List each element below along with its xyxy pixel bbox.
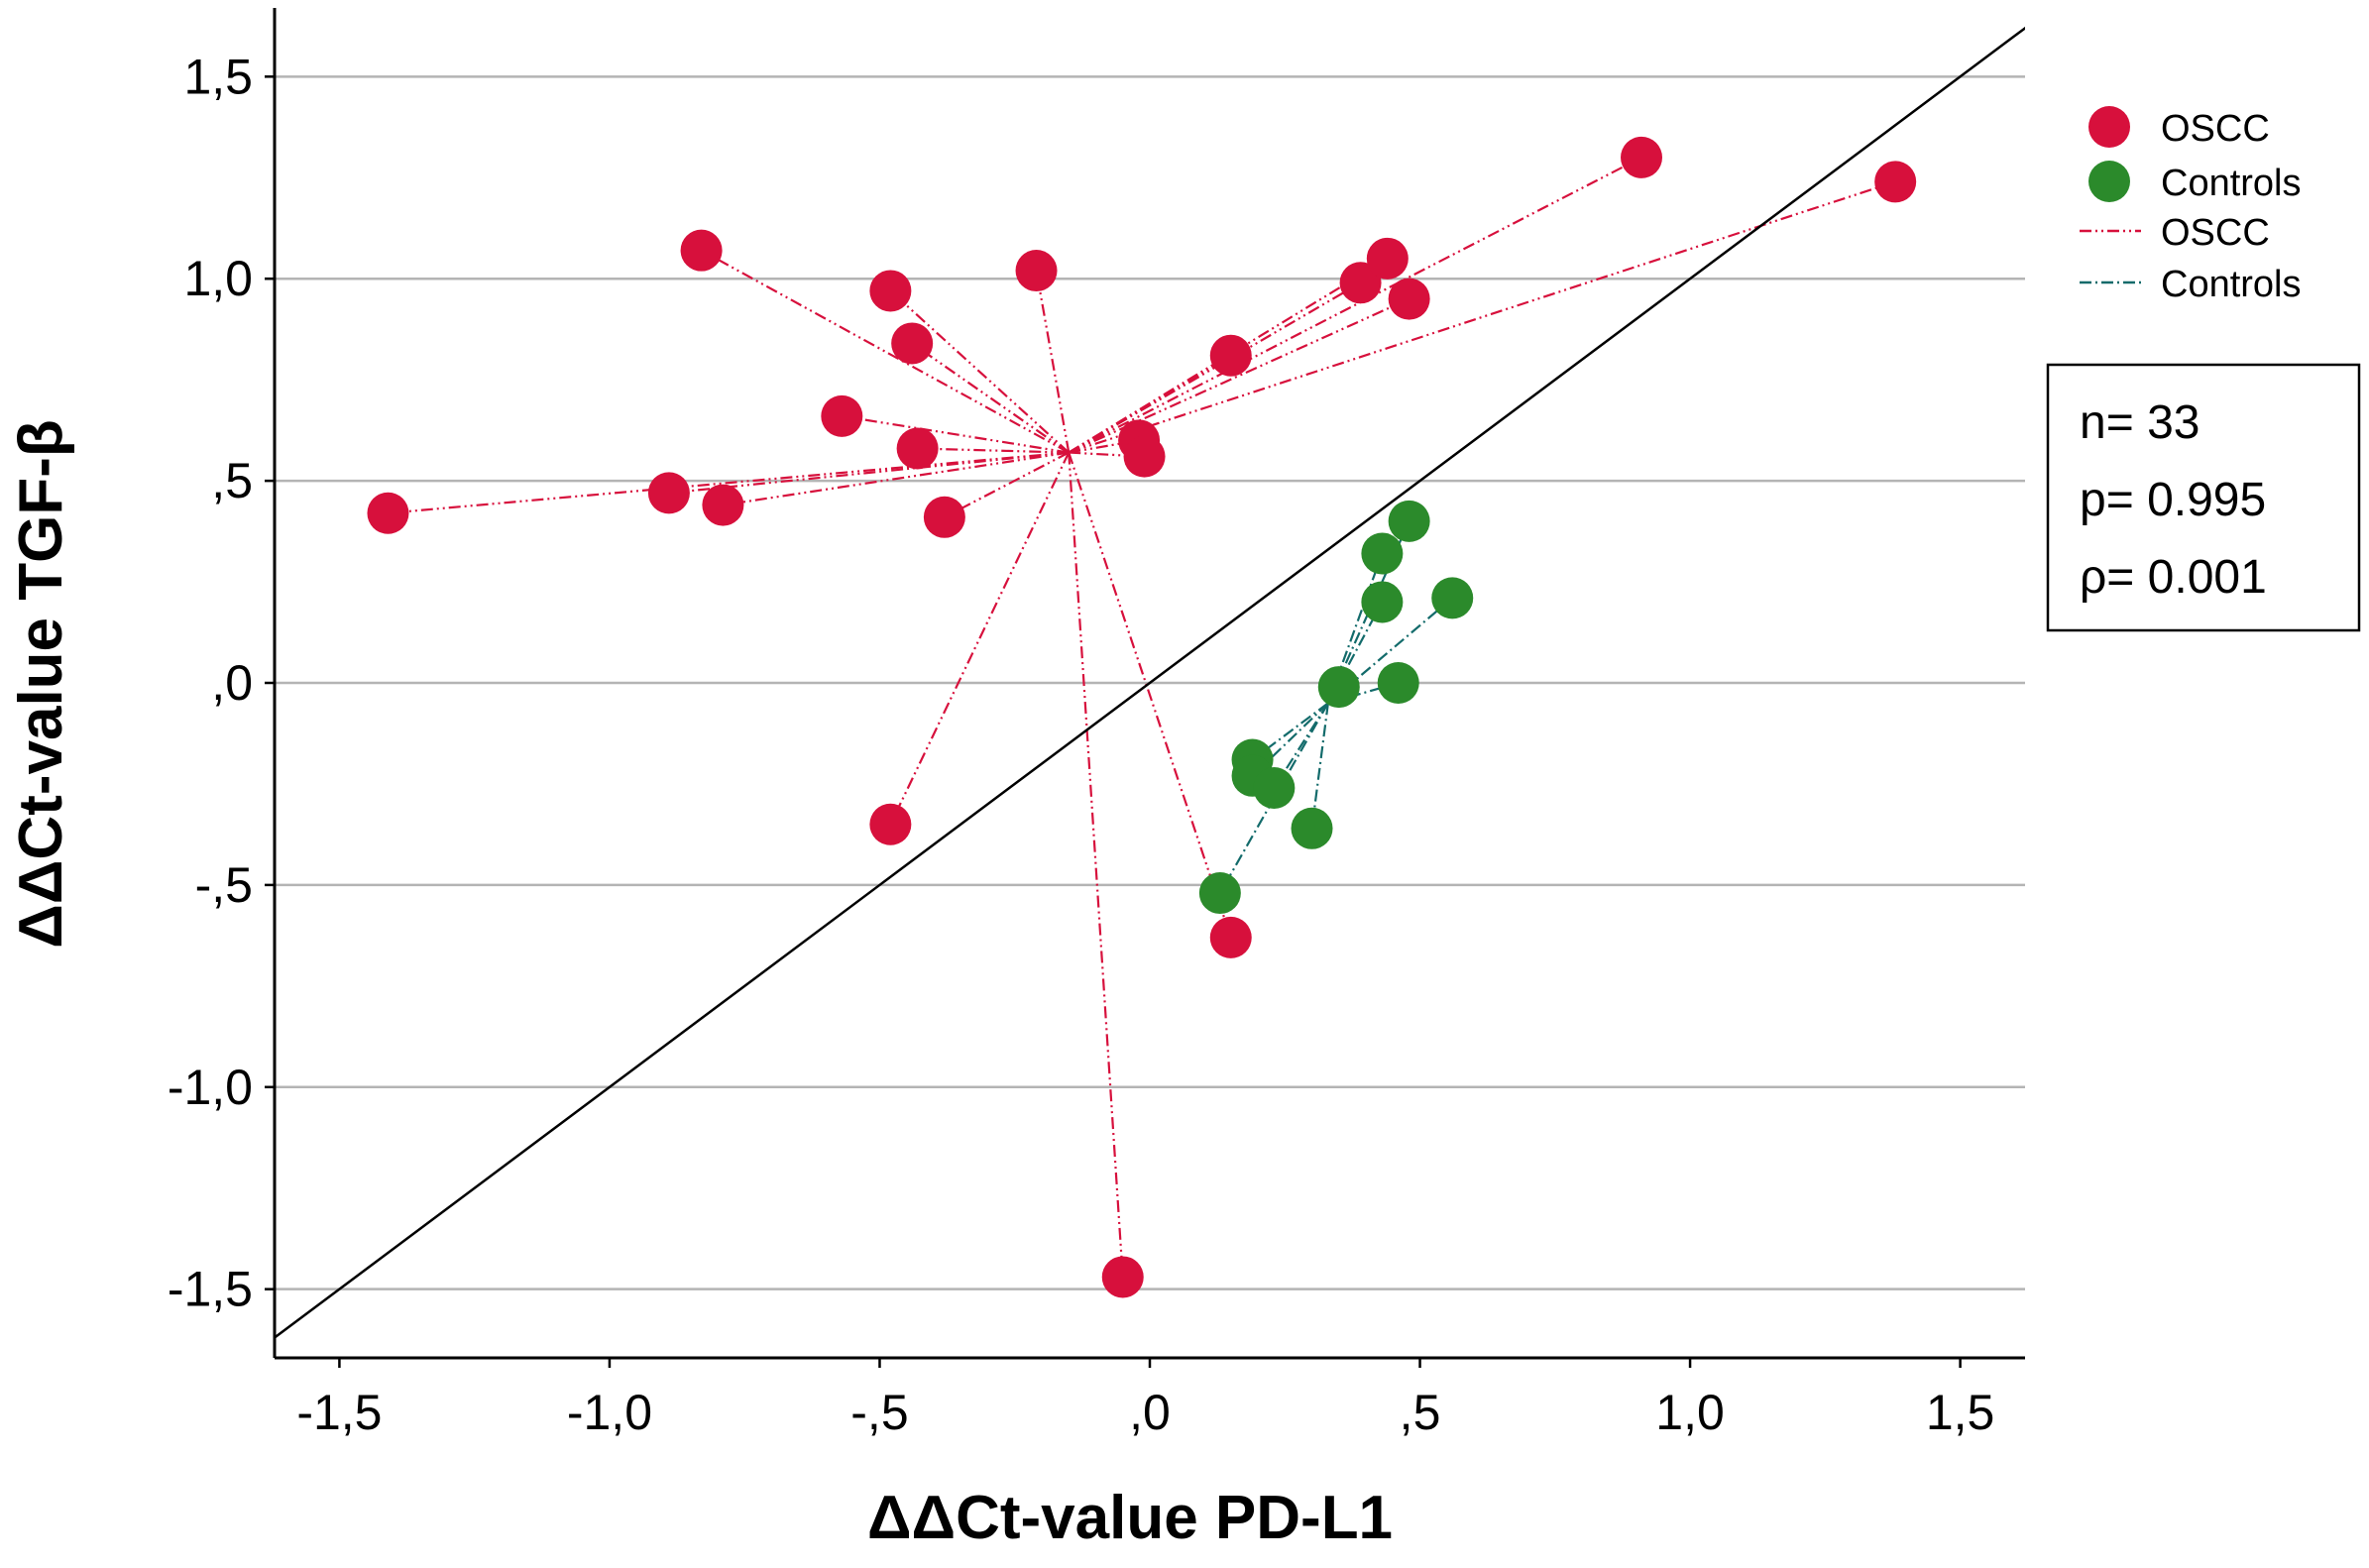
controls-point (1377, 662, 1419, 704)
oscc-point (367, 492, 409, 534)
y-axis-title: ΔΔCt-value TGF-β (7, 419, 75, 948)
oscc-point (1388, 278, 1430, 320)
oscc-point (1339, 262, 1382, 304)
connector-lines (388, 156, 1896, 1278)
controls-point (1253, 767, 1296, 810)
x-tick-label: ,5 (1400, 1385, 1441, 1440)
oscc-point (1101, 1256, 1144, 1298)
stats-n: n= 33 (2080, 396, 2200, 449)
gridlines (265, 75, 2025, 1290)
oscc-connector-line (911, 342, 1070, 454)
x-tick-label: -1,0 (567, 1385, 652, 1440)
oscc-connector-line (388, 451, 1070, 514)
oscc-point (891, 322, 934, 365)
oscc-connector-line (1068, 257, 1389, 454)
oscc-connector-line (1068, 156, 1642, 454)
oscc-connector-line (1035, 270, 1071, 453)
y-tick-label: 1,0 (183, 251, 253, 306)
oscc-connector-line (889, 289, 1070, 454)
oscc-point (1015, 250, 1058, 292)
controls-connector-line (1251, 702, 1329, 761)
oscc-connector-line (1068, 297, 1410, 454)
x-tick-label: -,5 (850, 1385, 908, 1440)
stats-rho: ρ= 0.001 (2080, 551, 2267, 604)
legend-label-controls-line: Controls (2161, 264, 2302, 305)
oscc-connector-line (1068, 452, 1124, 1278)
oscc-point (1621, 136, 1663, 178)
y-tick-label: -1,5 (168, 1262, 253, 1317)
controls-point (1198, 872, 1241, 915)
y-tick-label: -1,0 (168, 1060, 253, 1115)
controls-point (1361, 581, 1404, 623)
x-tick-labels: -1,5 -1,0 -,5 ,0 ,5 1,0 1,5 (296, 1358, 1994, 1440)
oscc-connector-line (889, 452, 1071, 826)
oscc-connector-line (723, 451, 1070, 506)
oscc-point (1209, 916, 1252, 958)
legend: OSCC Controls OSCC Controls (2080, 106, 2302, 305)
oscc-point (1209, 334, 1252, 377)
legend-label-oscc-marker: OSCC (2161, 108, 2270, 150)
oscc-connector-line (701, 249, 1070, 454)
oscc-point (869, 803, 912, 845)
stats-box-frame (2046, 363, 2361, 632)
controls-point (1388, 500, 1430, 542)
y-tick-label: -,5 (195, 857, 253, 913)
legend-label-controls-marker: Controls (2161, 163, 2302, 204)
legend-marker-oscc (2088, 106, 2130, 148)
oscc-connector-line (1068, 180, 1896, 454)
controls-point (1317, 666, 1360, 709)
legend-marker-controls (2088, 161, 2130, 202)
x-tick-label: 1,5 (1926, 1385, 1995, 1440)
x-tick-label: ,0 (1129, 1385, 1171, 1440)
oscc-point (869, 270, 912, 312)
controls-point (1361, 532, 1404, 575)
data-points (367, 136, 1917, 1298)
controls-point (1291, 807, 1333, 849)
y-tick-labels: 1,5 1,0 ,5 ,0 -,5 -1,0 -1,5 (168, 49, 253, 1316)
oscc-point (680, 229, 723, 272)
x-tick-label: -1,5 (296, 1385, 382, 1440)
stats-box: n= 33 p= 0.995 ρ= 0.001 (2046, 363, 2361, 632)
oscc-point (702, 484, 744, 526)
reference-line (275, 26, 2025, 1340)
stats-p: p= 0.995 (2080, 474, 2266, 526)
x-tick-label: 1,0 (1655, 1385, 1725, 1440)
x-axis-title: ΔΔCt-value PD-L1 (867, 1484, 1393, 1552)
y-tick-label: ,5 (211, 453, 253, 508)
oscc-point (923, 496, 965, 538)
oscc-point (1874, 161, 1917, 203)
y-tick-label: 1,5 (183, 49, 253, 104)
oscc-connector-line (944, 451, 1070, 518)
oscc-point (1366, 237, 1409, 280)
legend-label-oscc-line: OSCC (2161, 212, 2270, 254)
oscc-point (821, 394, 863, 437)
oscc-connector-line (842, 414, 1070, 454)
oscc-connector-line (1068, 452, 1232, 939)
oscc-point (647, 472, 690, 514)
y-tick-label: ,0 (211, 655, 253, 711)
oscc-point (1123, 435, 1166, 478)
controls-point (1431, 577, 1474, 619)
oscc-point (896, 427, 939, 470)
oscc-connector-line (668, 451, 1070, 495)
